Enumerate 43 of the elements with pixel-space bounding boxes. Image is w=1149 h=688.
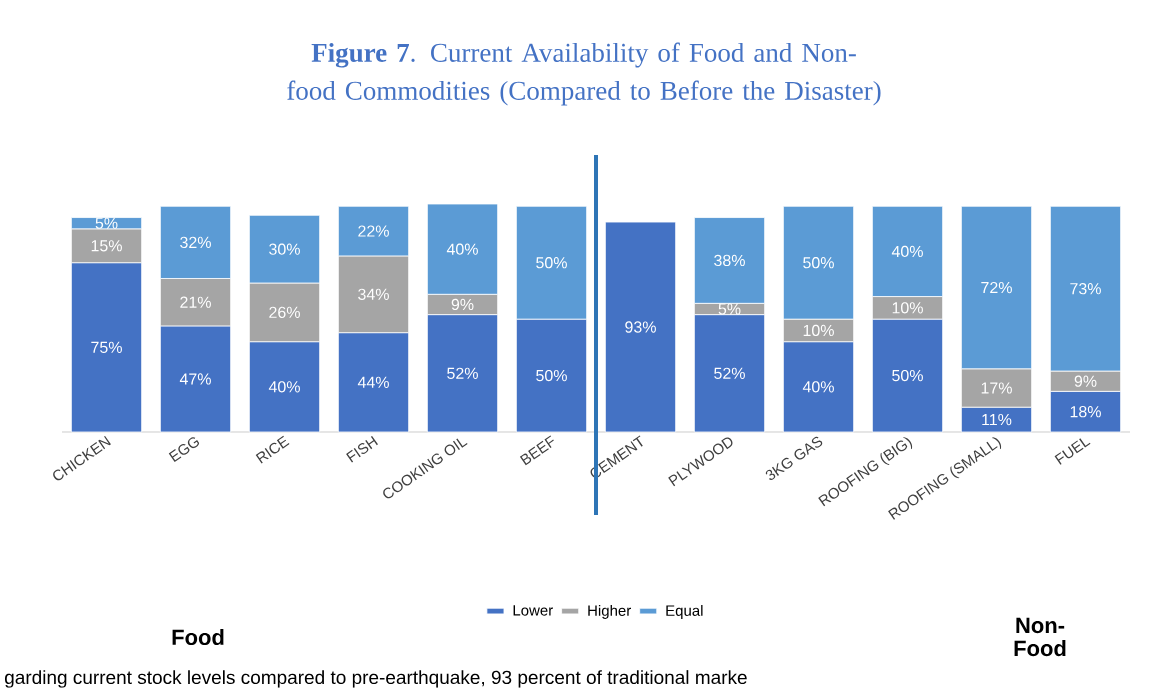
- data-label: 22%: [358, 225, 389, 237]
- data-label: 10%: [892, 302, 923, 314]
- data-label: 50%: [892, 369, 923, 382]
- data-label: 75%: [91, 341, 122, 354]
- data-label: 72%: [981, 281, 1012, 294]
- bar: [604, 221, 677, 433]
- data-label: 15%: [91, 240, 122, 252]
- data-label: 32%: [180, 236, 211, 249]
- legend-label: Higher: [588, 604, 632, 619]
- data-label: 50%: [536, 369, 567, 382]
- data-label: 30%: [269, 243, 300, 255]
- data-label: 47%: [179, 373, 211, 385]
- data-label: 5%: [718, 303, 741, 315]
- data-label: 40%: [802, 381, 834, 393]
- data-label: 38%: [714, 254, 745, 267]
- data-label: 26%: [269, 306, 300, 319]
- data-label: 34%: [358, 288, 389, 301]
- legend-label: Equal: [666, 604, 703, 619]
- data-label: 9%: [451, 298, 474, 311]
- data-label: 21%: [180, 296, 211, 308]
- data-label: 40%: [446, 243, 478, 255]
- data-label: 50%: [536, 257, 567, 269]
- data-label: 18%: [1070, 406, 1101, 418]
- legend-label: Lower: [513, 605, 553, 616]
- data-label: 73%: [1070, 283, 1101, 295]
- x-tick-label: 3KG GAS: [765, 436, 823, 481]
- text: Non-Food: [1014, 617, 1066, 657]
- data-label: 52%: [714, 367, 745, 380]
- text: Food: [172, 628, 224, 646]
- data-label: 17%: [981, 382, 1012, 394]
- data-label: 44%: [357, 376, 389, 389]
- text: garding current stock levels compared to pre-earthquake, 93 percent of traditional marke: [5, 670, 747, 688]
- data-label: 9%: [1074, 375, 1097, 387]
- data-label: 10%: [803, 324, 834, 337]
- data-label: 11%: [982, 414, 1012, 426]
- data-label: 52%: [447, 367, 478, 380]
- data-label: 50%: [803, 257, 834, 269]
- data-label: 40%: [891, 245, 923, 258]
- chart-title: Figure 7. Current Availability of Food and Non-food Commodities (Compared to Before the Disaster): [287, 42, 881, 106]
- data-label: 40%: [268, 381, 300, 393]
- data-label: 93%: [625, 321, 656, 333]
- x-tick-label: EGG: [168, 437, 200, 463]
- data-label: 5%: [95, 217, 118, 229]
